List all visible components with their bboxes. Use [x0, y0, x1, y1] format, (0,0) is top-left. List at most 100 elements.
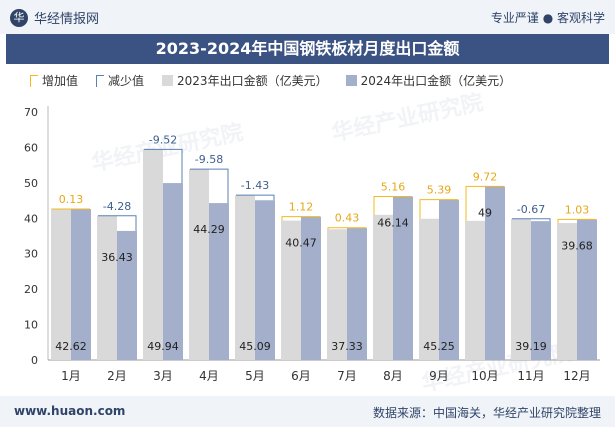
decrease-bracket — [512, 218, 551, 222]
increase-bracket — [465, 185, 504, 221]
value-label: 37.33 — [331, 340, 363, 353]
decrease-bracket — [236, 194, 275, 201]
change-label: 1.12 — [289, 201, 314, 214]
footer: www.huaon.com 数据来源：中国海关，华经产业研究院整理 — [0, 396, 615, 427]
bar-chart: 0 10 20 30 40 50 60 70 0.13 42.62 1月 -4.28 36.43 2月 -9… — [24, 106, 600, 383]
x-tick-label: 9月 — [429, 369, 449, 383]
y-tick-label: 60 — [24, 141, 38, 154]
bar-2023 — [143, 149, 163, 360]
legend-2024-label: 2024年出口金额（亿美元） — [360, 74, 512, 88]
x-tick-label: 2月 — [107, 369, 127, 383]
x-tick-label: 10月 — [471, 369, 498, 383]
x-tick-label: 1月 — [61, 369, 81, 383]
value-label: 42.62 — [55, 340, 87, 353]
value-label: 39.68 — [561, 239, 593, 252]
increase-bracket — [373, 196, 412, 215]
bar-2023 — [189, 169, 209, 360]
bar-2023 — [419, 218, 439, 360]
y-tick-label: 20 — [24, 283, 38, 296]
bar-2024 — [163, 183, 183, 360]
bar-2023 — [97, 215, 117, 360]
bar-2024 — [393, 196, 413, 360]
legend-increase: 增加值 — [30, 72, 78, 89]
change-label: -1.43 — [241, 179, 269, 192]
y-tick-label: 30 — [24, 248, 38, 261]
increase-bracket — [557, 218, 596, 224]
bar-2024 — [71, 209, 91, 360]
increase-bracket — [419, 199, 458, 219]
bar-2024 — [301, 216, 321, 360]
value-label: 45.09 — [239, 340, 271, 353]
bar-2024 — [531, 221, 551, 360]
change-label: -9.58 — [195, 153, 223, 166]
bar-2023 — [511, 218, 531, 360]
x-tick-label: 6月 — [291, 369, 311, 383]
series-2024-swatch-icon — [345, 75, 357, 86]
bar-2023 — [327, 229, 347, 360]
decrease-bracket — [98, 215, 137, 231]
legend-2024: 2024年出口金额（亿美元） — [345, 72, 512, 89]
legend-2023: 2023年出口金额（亿美元） — [162, 72, 328, 89]
site-url: www.huaon.com — [14, 404, 126, 418]
change-label: 5.39 — [427, 184, 452, 197]
brand-name: 华经情报网 — [34, 12, 100, 27]
legend-decrease-label: 减少值 — [108, 74, 145, 88]
change-label: 0.43 — [335, 212, 360, 225]
value-label: 39.19 — [515, 340, 547, 353]
value-label: 44.29 — [193, 223, 225, 236]
legend-2023-label: 2023年出口金额（亿美元） — [177, 74, 328, 88]
value-label: 49.94 — [147, 340, 179, 353]
bar-2023 — [235, 195, 255, 360]
legend-decrease: 减少值 — [96, 72, 144, 89]
increase-bracket — [281, 216, 320, 221]
bar-2023 — [51, 209, 71, 360]
data-source: 数据来源：中国海关，华经产业研究院整理 — [372, 406, 601, 420]
brand-logo-icon: 华 — [10, 8, 28, 27]
x-tick-label: 5月 — [245, 369, 265, 383]
brand: 华 华经情报网 — [10, 8, 99, 27]
slogan: 专业严谨 ● 客观科学 — [490, 11, 605, 25]
bar-2024 — [577, 219, 597, 360]
series-2023-swatch-icon — [162, 75, 174, 86]
y-tick-label: 50 — [24, 177, 38, 190]
decrease-swatch-icon — [96, 74, 105, 87]
bar-2024 — [209, 203, 229, 360]
change-label: 9.72 — [473, 170, 498, 183]
increase-swatch-icon — [30, 74, 38, 87]
bar-2024 — [347, 227, 367, 360]
x-tick-label: 3月 — [153, 369, 173, 383]
y-tick-label: 70 — [24, 106, 38, 119]
value-label: 49 — [478, 206, 492, 219]
x-tick-label: 8月 — [383, 369, 403, 383]
value-label: 45.25 — [423, 340, 455, 353]
decrease-bracket — [190, 168, 229, 204]
legend-increase-label: 增加值 — [42, 74, 79, 88]
change-label: 0.13 — [59, 193, 84, 206]
y-tick-label: 40 — [24, 212, 38, 225]
change-label: 5.16 — [381, 181, 406, 194]
chart-title: 2023-2024年中国钢铁板材月度出口金额 — [6, 34, 609, 64]
bar-2023 — [557, 223, 577, 360]
change-label: -4.28 — [103, 200, 131, 213]
decrease-bracket — [144, 148, 183, 184]
y-tick-label: 0 — [31, 354, 38, 367]
bar-2023 — [281, 220, 301, 360]
change-label: -9.52 — [149, 133, 177, 146]
bar-2024 — [439, 199, 459, 360]
bar-2023 — [465, 220, 485, 360]
bar-2024 — [485, 186, 505, 360]
x-tick-label: 7月 — [337, 369, 357, 383]
change-label: -0.67 — [517, 203, 545, 216]
change-label: 1.03 — [565, 203, 590, 216]
value-label: 36.43 — [101, 251, 133, 264]
x-tick-label: 12月 — [563, 369, 590, 383]
x-tick-label: 11月 — [517, 369, 544, 383]
value-label: 40.47 — [285, 237, 317, 250]
bar-2024 — [255, 200, 275, 360]
y-tick-label: 10 — [24, 319, 38, 332]
legend: 增加值 减少值 2023年出口金额（亿美元） 2024年出口金额（亿美元） — [30, 72, 511, 89]
x-tick-label: 4月 — [199, 369, 219, 383]
top-bar: 华 华经情报网 专业严谨 ● 客观科学 — [0, 0, 615, 34]
value-label: 46.14 — [377, 217, 409, 230]
